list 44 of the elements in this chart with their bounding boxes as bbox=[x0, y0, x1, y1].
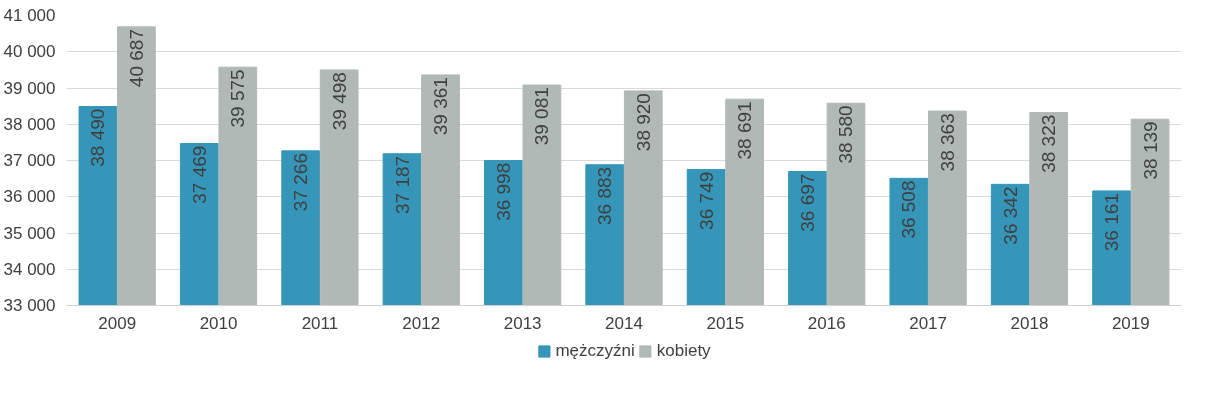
x-tick-label: 2018 bbox=[1010, 313, 1049, 333]
data-label: 37 469 bbox=[188, 145, 210, 204]
y-tick-label: 35 000 bbox=[3, 223, 56, 243]
data-label: 36 697 bbox=[796, 173, 818, 232]
y-tick-label: 36 000 bbox=[3, 187, 56, 207]
y-tick-label: 34 000 bbox=[3, 259, 56, 279]
data-label: 39 361 bbox=[430, 77, 452, 136]
y-tick-label: 41 000 bbox=[3, 6, 56, 25]
data-label: 37 266 bbox=[290, 153, 312, 212]
data-label: 38 363 bbox=[936, 113, 958, 172]
data-label: 40 687 bbox=[125, 29, 147, 88]
y-tick-label: 33 000 bbox=[3, 296, 56, 315]
data-label: 39 575 bbox=[227, 69, 249, 128]
data-label: 36 883 bbox=[594, 166, 616, 226]
data-label: 39 498 bbox=[328, 72, 350, 131]
data-label: 38 139 bbox=[1139, 121, 1161, 180]
y-tick-label: 39 000 bbox=[3, 78, 56, 98]
data-label: 36 998 bbox=[492, 162, 514, 221]
x-tick-label: 2009 bbox=[98, 313, 137, 333]
x-tick-label: 2011 bbox=[301, 313, 339, 333]
data-label: 38 323 bbox=[1038, 114, 1060, 173]
y-tick-label: 40 000 bbox=[3, 42, 56, 62]
y-tick-label: 38 000 bbox=[3, 114, 56, 134]
data-label: 38 580 bbox=[835, 105, 857, 164]
y-tick-label: 37 000 bbox=[3, 151, 56, 170]
data-label: 36 749 bbox=[695, 171, 717, 230]
data-label: 36 161 bbox=[1101, 193, 1123, 252]
legend-label: mężczyźni bbox=[555, 341, 635, 361]
data-label: 36 342 bbox=[999, 186, 1021, 245]
data-label: 36 508 bbox=[898, 180, 920, 239]
data-label: 38 490 bbox=[87, 108, 109, 167]
x-tick-label: 2010 bbox=[199, 313, 238, 333]
data-label: 39 081 bbox=[531, 87, 553, 146]
data-label: 37 187 bbox=[391, 155, 413, 215]
data-label: 38 920 bbox=[632, 93, 654, 152]
data-label: 38 691 bbox=[734, 101, 756, 160]
x-tick-label: 2014 bbox=[605, 313, 643, 333]
x-tick-label: 2016 bbox=[807, 313, 846, 333]
x-tick-label: 2013 bbox=[503, 313, 542, 333]
x-tick-label: 2019 bbox=[1111, 313, 1150, 333]
legend-label: kobiety bbox=[656, 341, 711, 361]
x-tick-label: 2012 bbox=[402, 313, 441, 333]
x-tick-label: 2015 bbox=[706, 313, 745, 333]
x-tick-label: 2017 bbox=[909, 313, 948, 333]
